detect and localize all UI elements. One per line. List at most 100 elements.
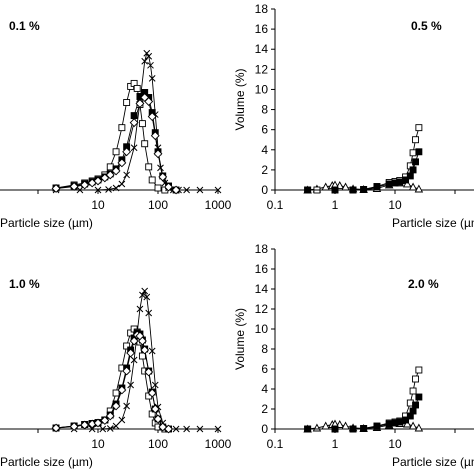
data-point — [408, 421, 418, 430]
y-tick-label: 12 — [255, 62, 269, 76]
data-point — [412, 401, 419, 409]
data-point — [402, 179, 412, 188]
data-point — [214, 186, 222, 194]
panel-2: 0.1 1 10 Particle size (µm) 0 2 4 6 8 10 12 14 16 18 V… — [233, 2, 474, 230]
series-open-diamond — [51, 330, 174, 434]
data-point — [214, 425, 222, 433]
data-point — [145, 52, 153, 60]
data-point — [148, 347, 156, 355]
data-point — [412, 158, 419, 166]
x-tick-label: 1000 — [205, 437, 232, 451]
data-point — [69, 182, 79, 191]
data-point — [99, 425, 107, 433]
y-tick-label: 14 — [255, 282, 269, 296]
series-cross — [70, 287, 222, 433]
data-point — [396, 418, 404, 426]
data-point — [385, 180, 393, 188]
data-point — [409, 407, 417, 415]
data-point — [349, 186, 357, 194]
x-tick-label: 1 — [332, 437, 339, 451]
panel-4: 0.1 1 10 Particle size (µm) 0 2 4 6 8 10 12 14 16 18 V… — [233, 242, 474, 469]
y-tick-label: 8 — [261, 342, 268, 356]
data-point — [147, 388, 157, 398]
data-point — [304, 186, 312, 194]
data-point — [415, 366, 423, 374]
data-point — [402, 176, 410, 184]
data-point — [112, 184, 120, 192]
data-point — [111, 166, 121, 176]
data-point — [140, 345, 150, 355]
data-point — [106, 163, 114, 171]
data-point — [111, 401, 121, 411]
data-point — [100, 173, 110, 183]
data-point — [183, 186, 190, 194]
data-point — [112, 389, 120, 397]
data-point — [51, 423, 61, 433]
data-point — [402, 416, 410, 424]
data-point — [385, 420, 393, 428]
data-point — [105, 411, 115, 421]
data-point — [93, 418, 103, 428]
data-point — [406, 172, 414, 180]
y-tick-label: 14 — [255, 42, 269, 56]
x-tick-label: 1000 — [205, 198, 232, 212]
data-point — [158, 172, 168, 182]
x-tick-label: 100 — [148, 198, 168, 212]
y-axis-label: Volume (%) — [233, 68, 247, 130]
panel-title: 0.5 % — [411, 19, 442, 33]
panel-title: 0.1 % — [9, 19, 40, 33]
y-axis-label: Volume (%) — [233, 308, 247, 370]
y-tick-label: 0 — [261, 183, 268, 197]
data-point — [112, 148, 120, 156]
data-point — [94, 186, 102, 194]
data-point — [154, 184, 162, 192]
data-point — [137, 336, 147, 346]
data-point — [148, 75, 156, 82]
data-point — [349, 425, 357, 433]
data-point — [153, 414, 163, 424]
data-point — [360, 425, 368, 432]
x-tick-label: 0.1 — [267, 437, 284, 451]
x-tick-label: 10 — [388, 437, 402, 451]
x-tick-label: 1 — [332, 198, 339, 212]
panel-3: 10 100 1000 Particle size (µm) 1.0 % — [0, 277, 232, 469]
data-point — [130, 144, 138, 152]
data-point — [118, 416, 126, 424]
data-point — [145, 163, 153, 171]
data-point — [402, 419, 412, 428]
data-point — [80, 420, 90, 430]
data-point — [123, 171, 130, 179]
data-point — [147, 112, 157, 122]
x-axis-label: Particle size (µm) — [0, 216, 93, 230]
data-point — [414, 423, 424, 432]
data-point — [409, 166, 417, 174]
data-point — [118, 124, 126, 132]
x-axis-label: Particle size (µm) — [0, 455, 93, 469]
y-tick-label: 0 — [261, 422, 268, 436]
x-tick-label: 100 — [148, 437, 168, 451]
data-point — [138, 120, 146, 128]
data-point — [331, 186, 339, 194]
data-point — [144, 367, 154, 377]
series-filled-square — [304, 148, 423, 194]
y-tick-label: 16 — [255, 22, 269, 36]
y-tick-label: 4 — [261, 382, 268, 396]
y-tick-label: 4 — [261, 143, 268, 157]
data-point — [153, 149, 163, 159]
data-point — [51, 184, 61, 193]
data-point — [129, 336, 139, 346]
data-point — [409, 387, 417, 395]
data-point — [105, 170, 115, 180]
data-point — [88, 425, 96, 433]
data-point — [139, 291, 146, 299]
y-tick-label: 2 — [261, 163, 268, 177]
data-point — [143, 49, 151, 57]
x-tick-label: 10 — [91, 198, 105, 212]
data-point — [69, 422, 79, 431]
data-point — [414, 184, 424, 193]
x-axis-label: Particle size (µm) — [392, 216, 474, 230]
series-filled-square — [304, 393, 423, 433]
data-point — [164, 182, 174, 192]
data-point — [172, 425, 180, 433]
data-point — [150, 131, 160, 141]
